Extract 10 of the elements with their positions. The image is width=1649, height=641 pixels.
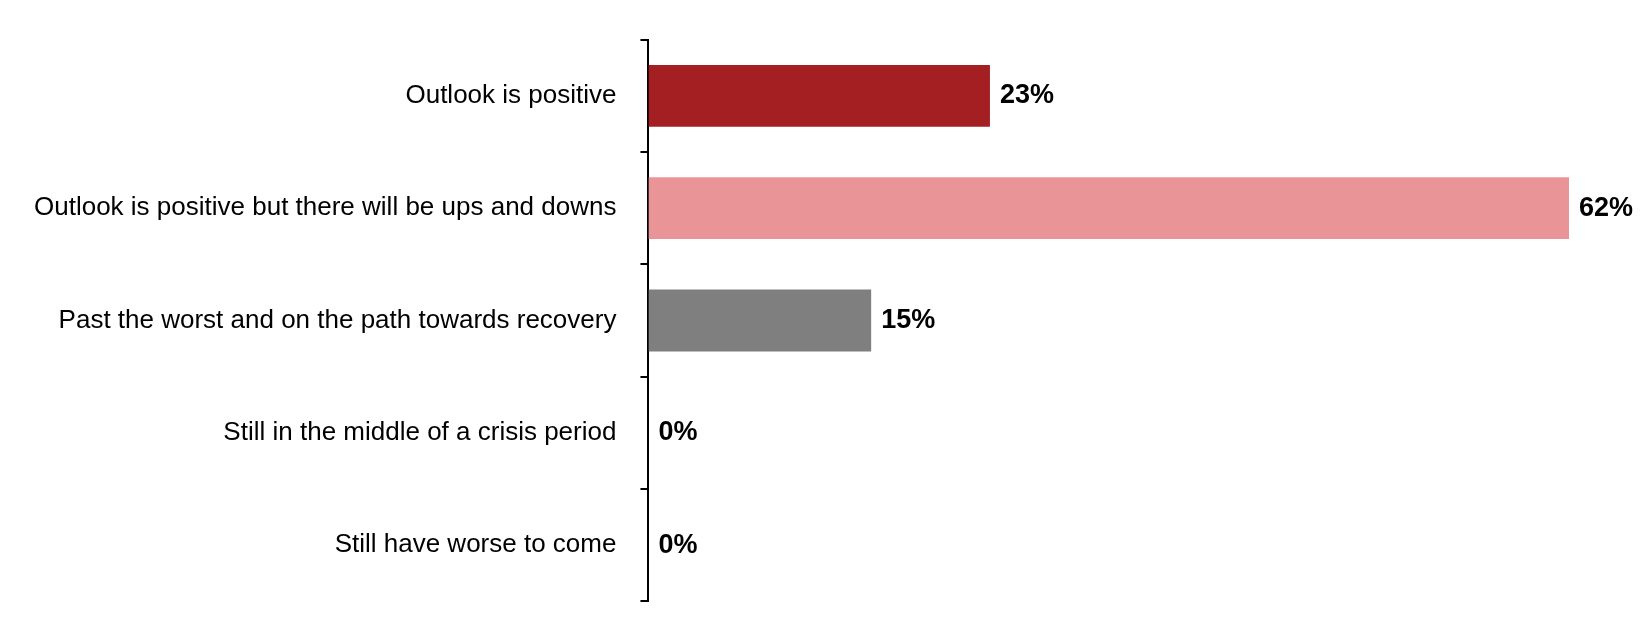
y-tick-label: Past the worst and on the path towards recovery: [58, 303, 617, 334]
data-label: 23%: [999, 79, 1054, 110]
y-tick-label: Outlook is positive but there will be ups and downs: [34, 191, 617, 222]
data-label: 0%: [658, 416, 698, 447]
y-tick-label: Still in the middle of a crisis period: [223, 416, 617, 447]
y-tick-label: Still have worse to come: [334, 528, 617, 559]
data-label: 15%: [881, 303, 936, 334]
data-label: 0%: [658, 528, 698, 559]
data-label: 62%: [1579, 191, 1634, 222]
y-tick-label: Outlook is positive: [405, 78, 617, 109]
